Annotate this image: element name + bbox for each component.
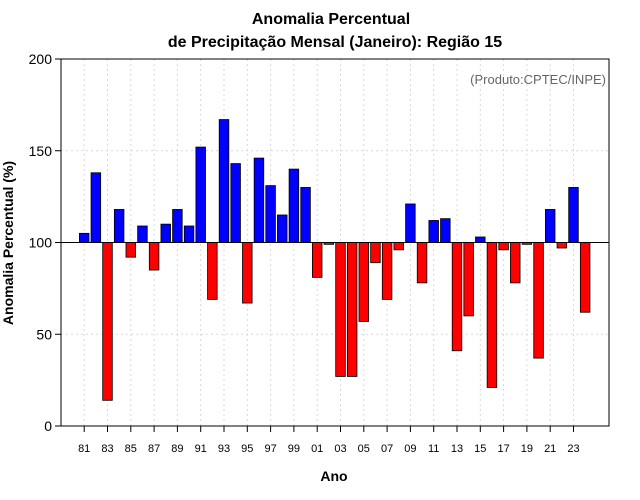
chart-title-line-2: de Precipitação Mensal (Janeiro): Região… xyxy=(168,34,502,51)
bar-04 xyxy=(346,242,358,377)
y-tick-label: 100 xyxy=(29,235,53,251)
bar-24 xyxy=(579,242,591,313)
x-axis: 81 83 85 87 89 91 93 95 97 99 01 03 05 07 09 11 13 15 17 19… xyxy=(78,426,580,455)
x-tick-label: 87 xyxy=(148,443,160,455)
x-tick-label: 13 xyxy=(451,443,463,455)
bar-98 xyxy=(277,214,288,243)
bar-97 xyxy=(265,185,276,243)
bar-13 xyxy=(451,242,463,352)
x-tick-label: 89 xyxy=(171,443,183,455)
bar-82 xyxy=(90,172,102,243)
y-axis-label: Anomalia Percentual (%) xyxy=(0,161,16,325)
x-tick-label: 83 xyxy=(101,443,113,455)
bar-16 xyxy=(486,242,498,388)
bar-03 xyxy=(335,242,346,377)
bar-20 xyxy=(533,242,544,359)
bar-12 xyxy=(440,218,451,243)
bar-94 xyxy=(230,163,241,243)
bar-18 xyxy=(510,242,521,284)
x-tick-label: 17 xyxy=(497,443,509,455)
bar-21 xyxy=(545,209,556,243)
x-axis-label: Ano xyxy=(320,468,347,484)
bar-96 xyxy=(253,157,265,243)
x-tick-label: 23 xyxy=(567,443,579,455)
x-tick-label: 97 xyxy=(264,443,276,455)
x-tick-label: 21 xyxy=(544,443,556,455)
bar-05 xyxy=(358,242,370,322)
x-tick-label: 91 xyxy=(195,443,207,455)
bar-14 xyxy=(463,242,474,317)
x-tick-label: 01 xyxy=(311,443,323,455)
bar-11 xyxy=(428,220,439,243)
x-tick-label: 81 xyxy=(78,443,90,455)
x-tick-label: 99 xyxy=(288,443,300,455)
bar-15 xyxy=(475,236,486,243)
bar-81 xyxy=(79,232,90,243)
bar-87 xyxy=(148,242,160,271)
bar-92 xyxy=(207,242,218,300)
bar-84 xyxy=(113,209,125,243)
bar-99 xyxy=(288,168,300,243)
bar-00 xyxy=(300,187,311,243)
bar-95 xyxy=(242,242,253,304)
x-tick-label: 95 xyxy=(241,443,253,455)
bars-group xyxy=(79,119,591,401)
bar-93 xyxy=(218,119,230,243)
y-axis: 0 50 100 150 200 xyxy=(29,51,61,434)
bar-91 xyxy=(195,146,206,243)
x-tick-label: 19 xyxy=(521,443,533,455)
x-tick-label: 03 xyxy=(334,443,346,455)
grid-lines xyxy=(61,59,609,426)
bar-06 xyxy=(370,242,381,264)
bar-01 xyxy=(311,242,323,278)
bar-08 xyxy=(393,242,404,251)
x-tick-label: 11 xyxy=(428,443,439,455)
chart-title-line-1: Anomalia Percentual xyxy=(252,11,410,28)
product-credit: (Produto:CPTEC/INPE) xyxy=(470,72,606,87)
x-tick-label: 07 xyxy=(381,443,393,455)
bar-85 xyxy=(125,242,137,258)
y-tick-label: 50 xyxy=(36,326,52,342)
bar-09 xyxy=(405,203,416,243)
x-tick-label: 15 xyxy=(474,443,486,455)
bar-07 xyxy=(381,242,393,300)
bar-90 xyxy=(183,225,195,243)
x-tick-label: 05 xyxy=(358,443,370,455)
x-tick-label: 85 xyxy=(125,443,137,455)
bar-23 xyxy=(568,187,579,243)
x-tick-label: 09 xyxy=(404,443,416,455)
bar-88 xyxy=(160,223,171,243)
bar-89 xyxy=(172,209,183,243)
bar-22 xyxy=(556,242,568,249)
y-tick-label: 150 xyxy=(29,143,53,159)
y-tick-label: 0 xyxy=(44,418,52,434)
bar-10 xyxy=(416,242,428,284)
bar-83 xyxy=(102,242,113,401)
y-tick-label: 200 xyxy=(29,51,53,67)
bar-86 xyxy=(137,225,148,243)
bar-17 xyxy=(498,242,509,251)
x-tick-label: 93 xyxy=(218,443,230,455)
